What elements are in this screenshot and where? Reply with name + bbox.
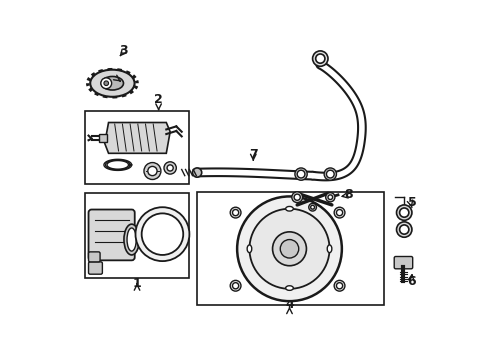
Circle shape [396,205,411,220]
Circle shape [143,163,161,180]
Ellipse shape [326,245,331,253]
Text: 3: 3 [120,44,128,57]
Ellipse shape [127,228,136,251]
FancyBboxPatch shape [88,210,135,260]
Circle shape [399,208,408,217]
Bar [197,192,384,305]
Circle shape [291,192,302,203]
FancyBboxPatch shape [88,252,100,262]
Ellipse shape [285,286,293,291]
Circle shape [327,195,332,199]
Circle shape [294,168,306,180]
Circle shape [308,203,316,211]
Circle shape [280,239,298,258]
Circle shape [135,207,189,261]
Text: 7: 7 [248,148,257,161]
Bar [85,193,189,278]
Polygon shape [99,134,107,142]
Text: 1: 1 [132,276,141,289]
Ellipse shape [90,70,134,97]
Circle shape [326,170,333,178]
Circle shape [232,210,238,216]
Text: 4: 4 [285,298,293,311]
Circle shape [272,232,306,266]
Circle shape [315,54,324,63]
Circle shape [333,280,344,291]
Bar [85,111,189,184]
Text: 6: 6 [407,275,415,288]
Circle shape [336,283,342,289]
Ellipse shape [285,206,293,211]
Circle shape [192,168,202,177]
Circle shape [232,283,238,289]
FancyBboxPatch shape [393,256,412,269]
Circle shape [324,168,336,180]
Circle shape [101,78,111,89]
Circle shape [310,205,314,209]
FancyBboxPatch shape [88,262,102,274]
Circle shape [104,81,108,86]
Circle shape [167,165,173,171]
Circle shape [396,222,411,237]
Text: 2: 2 [154,93,163,106]
Circle shape [312,51,327,66]
Circle shape [325,193,334,202]
Circle shape [230,280,241,291]
Circle shape [147,166,157,176]
Circle shape [249,209,329,289]
Text: 5: 5 [407,196,415,209]
Circle shape [297,170,305,178]
Circle shape [142,213,183,255]
Circle shape [237,197,341,301]
Circle shape [163,162,176,174]
Circle shape [336,210,342,216]
Ellipse shape [246,245,251,253]
Circle shape [293,194,300,200]
Polygon shape [104,122,170,153]
Circle shape [333,207,344,218]
Circle shape [399,225,408,234]
Text: 8: 8 [344,188,352,201]
Ellipse shape [123,224,139,255]
Ellipse shape [101,76,123,90]
Circle shape [230,207,241,218]
